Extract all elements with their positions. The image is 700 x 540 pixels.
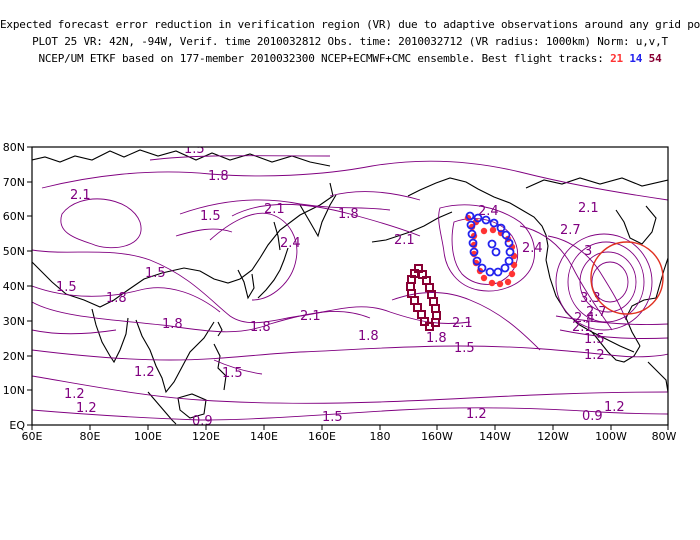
contour-label: 1.5 <box>184 142 205 157</box>
map-frame <box>31 146 669 426</box>
contour-label: 1.8 <box>358 329 379 344</box>
coast-sumatra <box>147 391 177 425</box>
lat-tick-label: EQ <box>9 419 25 432</box>
contour-label: 1.8 <box>250 320 271 335</box>
contour-label: 2.4 <box>280 236 301 251</box>
coast-sakhalin <box>273 221 281 251</box>
contour-label: 1.5 <box>56 280 77 295</box>
contour-labels: 1.5 1.8 2.1 1.5 1.5 1.8 2.1 2.4 1.8 2.1 … <box>56 142 625 429</box>
lat-tick-label: 30N <box>3 315 25 328</box>
coast-east-us <box>655 257 668 299</box>
lon-tick-label: 120E <box>192 430 220 443</box>
lat-tick-label: 80N <box>3 141 25 154</box>
coast-alaska <box>407 177 549 261</box>
plot-title-line3-text: NCEP/UM ETKF based on 177-member 2010032… <box>38 52 604 65</box>
lat-tick-label: 40N <box>3 280 25 293</box>
coast-taiwan <box>217 321 223 337</box>
contour-label: 2.1 <box>578 201 599 216</box>
coast-hudson-bay <box>615 205 657 245</box>
lat-tick-label: 60N <box>3 210 25 223</box>
contour-label: 0.9 <box>582 409 603 424</box>
lon-tick-label: 100E <box>134 430 162 443</box>
contour-label: 2.7 <box>560 223 581 238</box>
contour-label: 1.5 <box>584 332 605 347</box>
track-label-54: 54 <box>648 52 662 65</box>
contour-label: 1.8 <box>162 317 183 332</box>
contour-label: 2.1 <box>264 202 285 217</box>
plot-title-line1: Expected forecast error reduction in ver… <box>0 18 700 31</box>
coast-borneo <box>177 393 207 419</box>
contour-label: 2.1 <box>452 316 473 331</box>
coast-japan <box>257 247 289 299</box>
lat-tick-label: 50N <box>3 245 25 258</box>
contour-label: 1.2 <box>584 348 605 363</box>
lat-tick-label: 70N <box>3 176 25 189</box>
plot-title-line3: NCEP/UM ETKF based on 177-member 2010032… <box>0 52 700 65</box>
coast-kamchatka <box>299 194 337 238</box>
lon-tick-label: 120W <box>537 430 569 443</box>
coast-arctic-eurasia <box>32 149 331 167</box>
axis-ticks <box>27 146 669 430</box>
coast-se-asia <box>135 319 215 394</box>
contour-label: 1.2 <box>466 407 487 422</box>
lon-tick-label: 160E <box>308 430 336 443</box>
flight-track-14 <box>465 211 515 277</box>
contour-label: 2.1 <box>572 320 593 335</box>
coast-philippines <box>213 343 227 391</box>
contour-label: 2.1 <box>300 309 321 324</box>
contour-label: 1.8 <box>338 207 359 222</box>
lon-tick-label: 140E <box>250 430 278 443</box>
coast-korea <box>237 269 255 300</box>
coast-mexico <box>591 331 641 363</box>
track-label-21: 21 <box>610 52 623 65</box>
contour-label: 2.4 <box>478 204 499 219</box>
latitude-axis: EQ 10N 20N 30N 40N 50N 60N 70N 80N <box>3 141 26 432</box>
contour-label: 1.5 <box>145 266 166 281</box>
lon-tick-label: 160W <box>421 430 453 443</box>
flight-track-54 <box>406 264 441 331</box>
plot-title-line2: PLOT 25 VR: 42N, -94W, Verif. time 20100… <box>32 35 668 48</box>
lon-tick-label: 100W <box>595 430 627 443</box>
contour-label: 1.5 <box>454 341 475 356</box>
contour-label: 0.9 <box>192 414 213 429</box>
contour-label: 1.8 <box>426 331 447 346</box>
contour-label: 1.2 <box>134 365 155 380</box>
lon-tick-label: 180 <box>370 430 391 443</box>
coast-gulf <box>625 297 657 347</box>
contour-label: 1.2 <box>604 400 625 415</box>
lon-tick-label: 80W <box>652 430 677 443</box>
verification-region-circle <box>590 241 664 315</box>
contour-label: 1.2 <box>64 387 85 402</box>
lon-tick-label: 60E <box>22 430 43 443</box>
coastlines <box>32 149 668 425</box>
lon-tick-label: 80E <box>80 430 101 443</box>
coast-east-asia <box>32 182 334 308</box>
contour-label: 2.7 <box>586 305 607 320</box>
coast-caribbean <box>647 361 668 393</box>
contour-label: 1.5 <box>322 410 343 425</box>
contour-label: 2.4 <box>522 241 543 256</box>
error-reduction-contours <box>32 155 668 421</box>
contour-label: 1.8 <box>208 169 229 184</box>
contour-label: 1.5 <box>200 209 221 224</box>
contour-label: 2.1 <box>394 233 415 248</box>
lon-tick-label: 140W <box>479 430 511 443</box>
contour-label: 1.8 <box>106 291 127 306</box>
coast-canada-north <box>525 177 668 189</box>
map-body: 1.5 1.8 2.1 1.5 1.5 1.8 2.1 2.4 1.8 2.1 … <box>32 142 668 429</box>
lat-tick-label: 10N <box>3 384 25 397</box>
lat-tick-label: 20N <box>3 350 25 363</box>
contour-label: 2.1 <box>70 188 91 203</box>
coast-india <box>91 308 129 364</box>
coast-north-america-west <box>545 259 635 353</box>
track-label-14: 14 <box>629 52 643 65</box>
longitude-axis: 60E 80E 100E 120E 140E 160E 180 160W 140… <box>22 430 677 443</box>
contour-label: 1.5 <box>222 366 243 381</box>
contour-label: 1.2 <box>76 401 97 416</box>
contour-label: 2.4 <box>574 311 595 326</box>
contour-label: 3 <box>584 244 592 259</box>
